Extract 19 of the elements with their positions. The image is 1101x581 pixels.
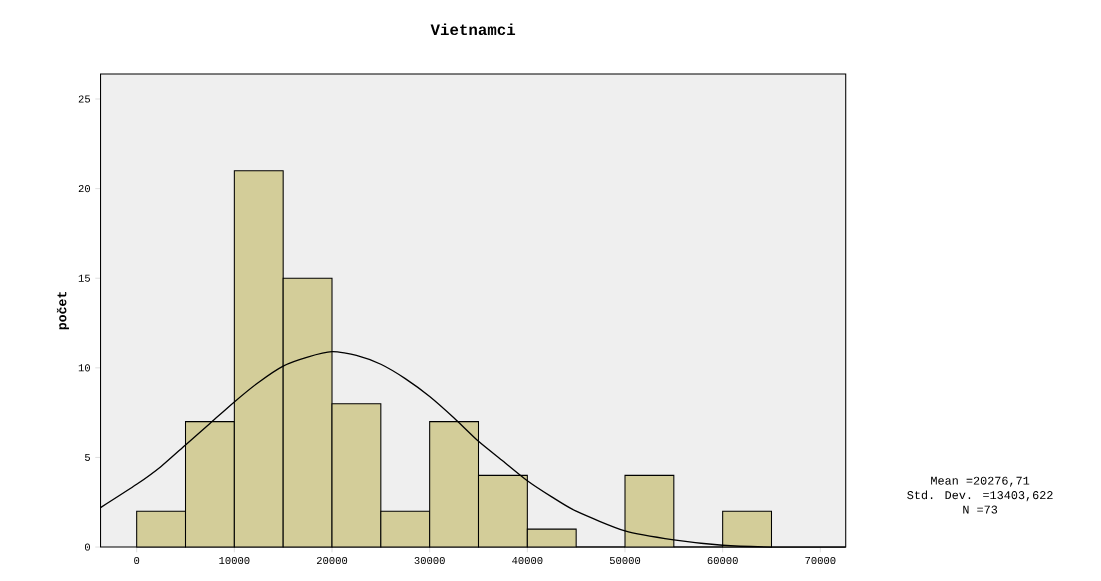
x-tick-label: 30000 [414, 557, 445, 565]
x-tick-label: 70000 [805, 557, 836, 565]
chart-title: Vietnamci [430, 23, 516, 36]
x-tick-label: 40000 [512, 557, 543, 565]
x-tick-label: 0 [134, 557, 140, 565]
y-tick-label: 15 [78, 274, 90, 282]
y-tick-label: 25 [78, 95, 90, 103]
y-axis-title: počet [56, 292, 69, 330]
x-tick-label: 50000 [609, 557, 641, 565]
text: Std. Dev. =13403,622 [907, 490, 1053, 502]
y-tick-label: 5 [84, 454, 90, 462]
x-tick-label: 60000 [707, 557, 738, 565]
y-tick-label: 10 [78, 364, 90, 372]
y-tick-label: 0 [84, 543, 90, 551]
x-tick-label: 20000 [316, 557, 348, 565]
x-tick-label: 10000 [219, 557, 250, 565]
text: N =73 [963, 505, 998, 514]
text: Mean =20276,71 [931, 476, 1030, 487]
y-tick-label: 20 [78, 185, 90, 193]
